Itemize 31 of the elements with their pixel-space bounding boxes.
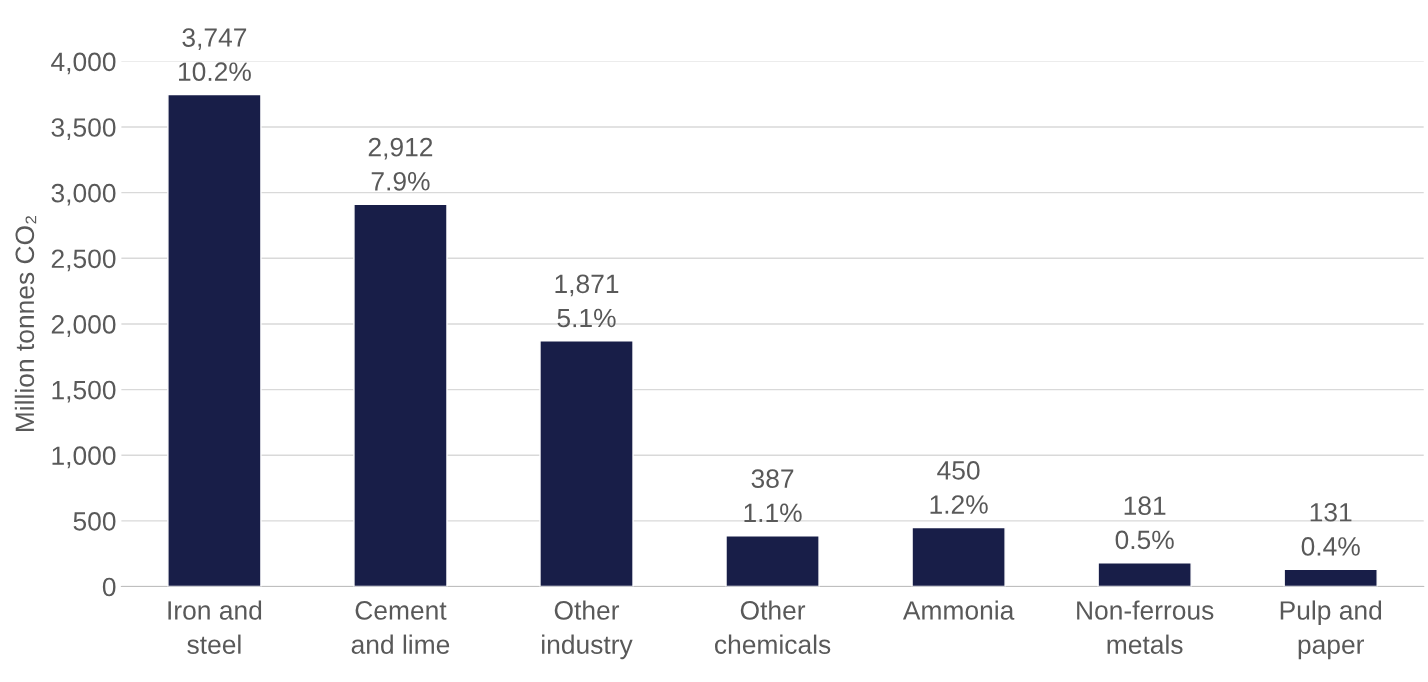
x-tick-label: Cement and lime [351, 601, 450, 654]
bar [1283, 568, 1378, 587]
data-label: 131 0.4% [1301, 502, 1360, 556]
y-tick-label: 500 [73, 512, 116, 531]
bar [539, 340, 634, 587]
data-label: 2,912 7.9% [368, 137, 433, 191]
x-tick-label: Iron and steel [168, 600, 262, 654]
x-tick-label: Ammonia [902, 600, 1015, 620]
y-tick-label: 1,000 [52, 446, 116, 469]
bar [725, 535, 820, 587]
y-tick-label: 4,000 [51, 52, 116, 75]
data-label: 387 1.1% [744, 469, 802, 523]
y-tick-label: 3,500 [51, 118, 116, 140]
bar [167, 93, 262, 587]
data-label: 3,747 10.2% [179, 28, 251, 82]
x-tick-label: Other chemicals [715, 600, 831, 654]
bar [353, 203, 448, 587]
y-axis-title: Million tonnes CO₂ [14, 216, 37, 432]
x-tick-label: Non-ferrous metals [1077, 600, 1214, 654]
x-tick-label: Other industry [542, 600, 633, 660]
data-label: 181 0.5% [1115, 496, 1174, 550]
data-label: 450 1.2% [930, 461, 988, 514]
y-tick-label: 2,000 [51, 315, 116, 337]
y-tick-label: 2,500 [51, 249, 116, 272]
y-tick-label: 3,000 [51, 183, 116, 206]
y-tick-label: 1,500 [52, 380, 116, 403]
x-tick-label: Pulp and paper [1280, 600, 1382, 660]
y-tick-label: 0 [102, 577, 116, 597]
bar [911, 526, 1006, 587]
data-label: 1,871 5.1% [555, 274, 619, 328]
bar [1097, 562, 1192, 587]
